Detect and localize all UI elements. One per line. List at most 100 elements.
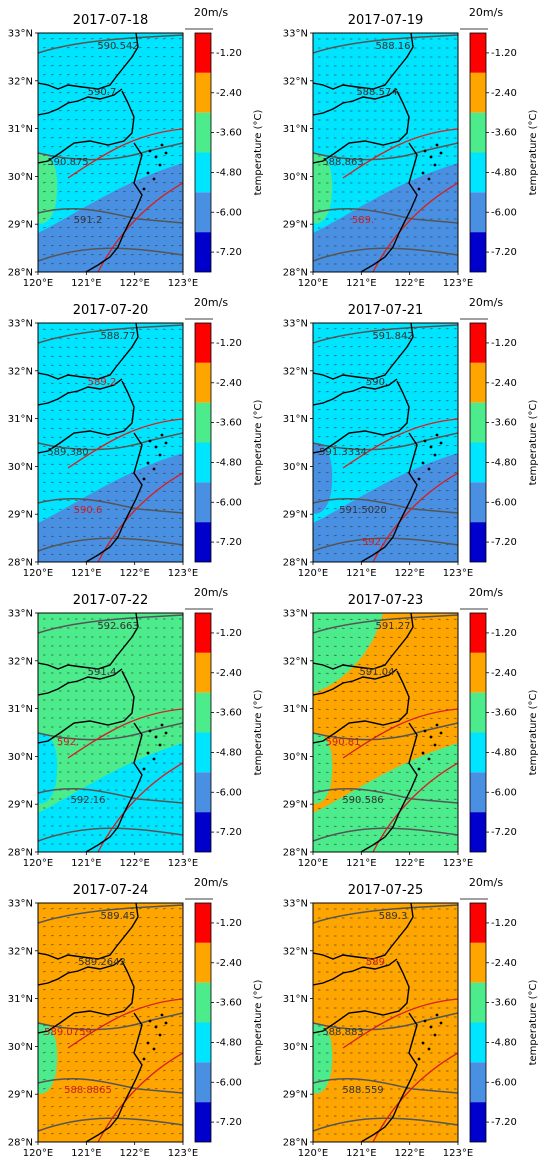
colorbar-tick-label: -6.00 bbox=[216, 787, 242, 798]
coastline bbox=[38, 378, 123, 406]
latitude-tick-label: 28°N bbox=[283, 848, 308, 859]
coastline bbox=[360, 722, 418, 852]
latitude-tick-label: 31°N bbox=[283, 124, 308, 135]
coastline bbox=[313, 670, 410, 744]
panel-date-title: 2017-07-20 bbox=[73, 303, 149, 318]
geopotential-contour bbox=[38, 904, 183, 924]
map-panel-svg: 2017-07-21 20m/s 591.842 590. 591.3334 591.50… bbox=[283, 296, 539, 579]
colorbar-segment bbox=[470, 362, 486, 403]
longitude-tick-label: 122°E bbox=[394, 278, 424, 289]
colorbar-segment bbox=[195, 1062, 211, 1103]
coastline bbox=[38, 88, 123, 116]
temperature-fill-region bbox=[313, 33, 383, 113]
colorbar-title: temperature (°C) bbox=[528, 399, 539, 485]
temperature-fill-region bbox=[38, 442, 58, 514]
red-contour bbox=[342, 128, 458, 179]
contour-value-label: 589. bbox=[352, 215, 374, 226]
geopotential-contour bbox=[313, 722, 458, 741]
latitude-tick-label: 29°N bbox=[283, 220, 308, 231]
coastline bbox=[38, 960, 135, 1034]
colorbar-tick-label: -2.40 bbox=[491, 88, 517, 99]
coastline bbox=[85, 1012, 143, 1142]
latitude-tick-label: 31°N bbox=[283, 704, 308, 715]
wind-scale-label: 20m/s bbox=[469, 296, 503, 309]
colorbar-tick-label: -3.60 bbox=[491, 998, 517, 1009]
temperature-fill-region bbox=[313, 743, 458, 852]
colorbar-tick-label: -7.20 bbox=[491, 537, 517, 548]
colorbar-segment bbox=[470, 942, 486, 983]
latitude-tick-label: 31°N bbox=[8, 414, 33, 425]
colorbar-title: temperature (°C) bbox=[528, 689, 539, 775]
colorbar-title: temperature (°C) bbox=[253, 109, 264, 195]
colorbar-tick-label: -1.20 bbox=[216, 48, 242, 59]
colorbar-segment bbox=[195, 33, 211, 73]
colorbar-tick-label: -6.00 bbox=[216, 1077, 242, 1088]
coastline bbox=[313, 960, 410, 1034]
colorbar-tick-label: -3.60 bbox=[216, 128, 242, 139]
latitude-tick-label: 33°N bbox=[283, 899, 308, 910]
coastline bbox=[38, 90, 135, 164]
temperature-fill-region bbox=[313, 442, 333, 514]
red-contour bbox=[97, 1052, 183, 1142]
colorbar-segment bbox=[195, 482, 211, 523]
temperature-colorbar: -1.20 -2.40 -3.60 -4.80 -6.00 -7.20 temperatur… bbox=[194, 322, 264, 563]
panel-date-title: 2017-07-24 bbox=[73, 883, 149, 898]
coastline bbox=[313, 90, 410, 164]
longitude-tick-label: 121°E bbox=[346, 568, 376, 579]
longitude-tick-label: 122°E bbox=[119, 278, 149, 289]
longitude-tick-label: 120°E bbox=[298, 568, 328, 579]
colorbar-segment bbox=[195, 812, 211, 852]
geopotential-contour bbox=[38, 142, 183, 161]
contour-value-label: 589.0759 bbox=[44, 1027, 92, 1038]
latitude-tick-label: 32°N bbox=[283, 946, 308, 957]
longitude-tick-label: 123°E bbox=[168, 278, 198, 289]
latitude-tick-label: 31°N bbox=[8, 124, 33, 135]
wind-scale-label: 20m/s bbox=[469, 876, 503, 889]
colorbar-segment bbox=[195, 1022, 211, 1063]
wind-scale-label: 20m/s bbox=[469, 6, 503, 19]
colorbar-tick-label: -7.20 bbox=[216, 1117, 242, 1128]
panel-date-title: 2017-07-23 bbox=[348, 593, 424, 608]
red-contour bbox=[97, 182, 183, 272]
islands bbox=[142, 143, 168, 191]
temperature-fill-region bbox=[38, 33, 108, 113]
colorbar-segment bbox=[470, 33, 486, 73]
colorbar-segment bbox=[470, 772, 486, 813]
islands bbox=[417, 433, 443, 481]
temperature-fill-region bbox=[38, 1033, 183, 1142]
colorbar-tick-label: -6.00 bbox=[491, 1077, 517, 1088]
coastline bbox=[38, 670, 135, 744]
geopotential-contour bbox=[38, 788, 183, 804]
map-panel-svg: 2017-07-25 20m/s 589.3 589. 588.883 588.559 33… bbox=[283, 876, 539, 1159]
latitude-tick-label: 33°N bbox=[8, 899, 33, 910]
colorbar-segment bbox=[470, 112, 486, 153]
red-contour bbox=[372, 1052, 458, 1142]
map-frame bbox=[312, 322, 459, 563]
red-contour bbox=[67, 418, 183, 469]
islands bbox=[417, 723, 443, 771]
longitude-tick-label: 121°E bbox=[346, 858, 376, 869]
colorbar-tick-label: -3.60 bbox=[491, 708, 517, 719]
coastline bbox=[38, 380, 135, 454]
geopotential-contour bbox=[313, 1117, 458, 1132]
longitude-tick-label: 120°E bbox=[23, 858, 53, 869]
panel-date-title: 2017-07-19 bbox=[348, 13, 424, 28]
wind-vector-field bbox=[317, 618, 457, 845]
latitude-tick-label: 32°N bbox=[8, 946, 33, 957]
coastline bbox=[313, 378, 398, 406]
temperature-fill-region bbox=[38, 732, 58, 804]
geopotential-contour bbox=[313, 827, 458, 842]
geopotential-contour bbox=[38, 34, 183, 54]
islands bbox=[417, 1013, 443, 1061]
temperature-fill-region bbox=[313, 152, 333, 224]
contour-value-label: 591.3334 bbox=[319, 447, 367, 458]
wind-scale-label: 20m/s bbox=[194, 296, 228, 309]
contour-value-label: 591.4 bbox=[88, 667, 117, 678]
colorbar-tick-label: -6.00 bbox=[491, 787, 517, 798]
contour-value-label: 590.875 bbox=[47, 157, 88, 168]
temperature-colorbar: -1.20 -2.40 -3.60 -4.80 -6.00 -7.20 temperatur… bbox=[469, 32, 539, 273]
map-panel-svg: 2017-07-19 20m/s 588.16 588.574 588.863 589. 3… bbox=[283, 6, 539, 289]
colorbar-tick-label: -1.20 bbox=[491, 48, 517, 59]
colorbar-tick-label: -7.20 bbox=[491, 827, 517, 838]
